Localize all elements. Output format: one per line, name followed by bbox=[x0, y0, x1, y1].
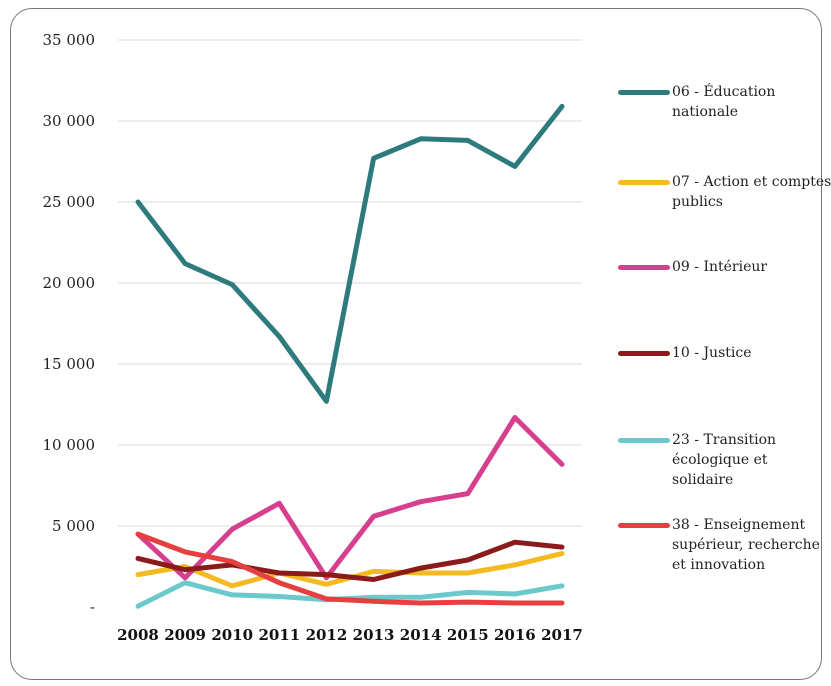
x-tick-label: 2011 bbox=[258, 626, 300, 644]
x-tick-label: 2009 bbox=[164, 626, 206, 644]
x-tick-label: 2008 bbox=[117, 626, 159, 644]
legend-item: 09 - Intérieur bbox=[618, 257, 831, 277]
legend-swatch bbox=[618, 523, 670, 528]
x-axis-ticks: 2008 2009 2010 2011 2012 2013 2014 2015 2016 2017 bbox=[117, 626, 583, 644]
chart-frame bbox=[10, 8, 822, 680]
legend-swatch bbox=[618, 265, 670, 270]
y-tick-label: - bbox=[90, 598, 95, 616]
x-tick-label: 2017 bbox=[541, 626, 583, 644]
legend-swatch bbox=[618, 90, 670, 95]
y-tick-label: 10 000 bbox=[43, 436, 96, 454]
legend-item: 10 - Justice bbox=[618, 343, 831, 363]
legend-label: 10 - Justice bbox=[672, 345, 752, 361]
legend-label: 09 - Intérieur bbox=[672, 259, 768, 275]
y-tick-label: 20 000 bbox=[43, 274, 96, 292]
legend-label: 23 - Transition écologique et solidaire bbox=[672, 432, 777, 488]
series-line-3 bbox=[135, 539, 565, 582]
series-line-2 bbox=[135, 415, 565, 581]
legend-label: 38 - Enseignement supérieur, recherche e… bbox=[672, 517, 820, 573]
x-tick-label: 2013 bbox=[353, 626, 395, 644]
legend-swatch bbox=[618, 180, 670, 185]
y-tick-label: 5 000 bbox=[52, 517, 95, 535]
legend-item: 07 - Action et comptes publics bbox=[618, 172, 831, 212]
legend-item: 38 - Enseignement supérieur, recherche e… bbox=[618, 515, 831, 575]
y-axis-ticks: - 5 000 10 000 15 000 20 000 25 000 30 000 35 0… bbox=[43, 31, 96, 616]
x-tick-label: 2014 bbox=[400, 626, 442, 644]
legend-item: 06 - Éducation nationale bbox=[618, 82, 831, 122]
legend-swatch bbox=[618, 438, 670, 443]
y-tick-label: 15 000 bbox=[43, 355, 96, 373]
series-line-0 bbox=[135, 103, 565, 404]
series-line-5 bbox=[135, 531, 565, 606]
x-tick-label: 2015 bbox=[447, 626, 489, 644]
y-tick-label: 25 000 bbox=[43, 193, 96, 211]
x-tick-label: 2016 bbox=[494, 626, 536, 644]
gridlines bbox=[118, 39, 582, 527]
series-lines bbox=[135, 103, 565, 609]
legend-swatch bbox=[618, 351, 670, 356]
legend-item: 23 - Transition écologique et solidaire bbox=[618, 430, 831, 490]
y-tick-label: 30 000 bbox=[43, 112, 96, 130]
legend-label: 06 - Éducation nationale bbox=[672, 84, 776, 120]
legend-label: 07 - Action et comptes publics bbox=[672, 174, 831, 210]
y-tick-label: 35 000 bbox=[43, 31, 96, 49]
x-tick-label: 2012 bbox=[306, 626, 348, 644]
x-tick-label: 2010 bbox=[211, 626, 253, 644]
